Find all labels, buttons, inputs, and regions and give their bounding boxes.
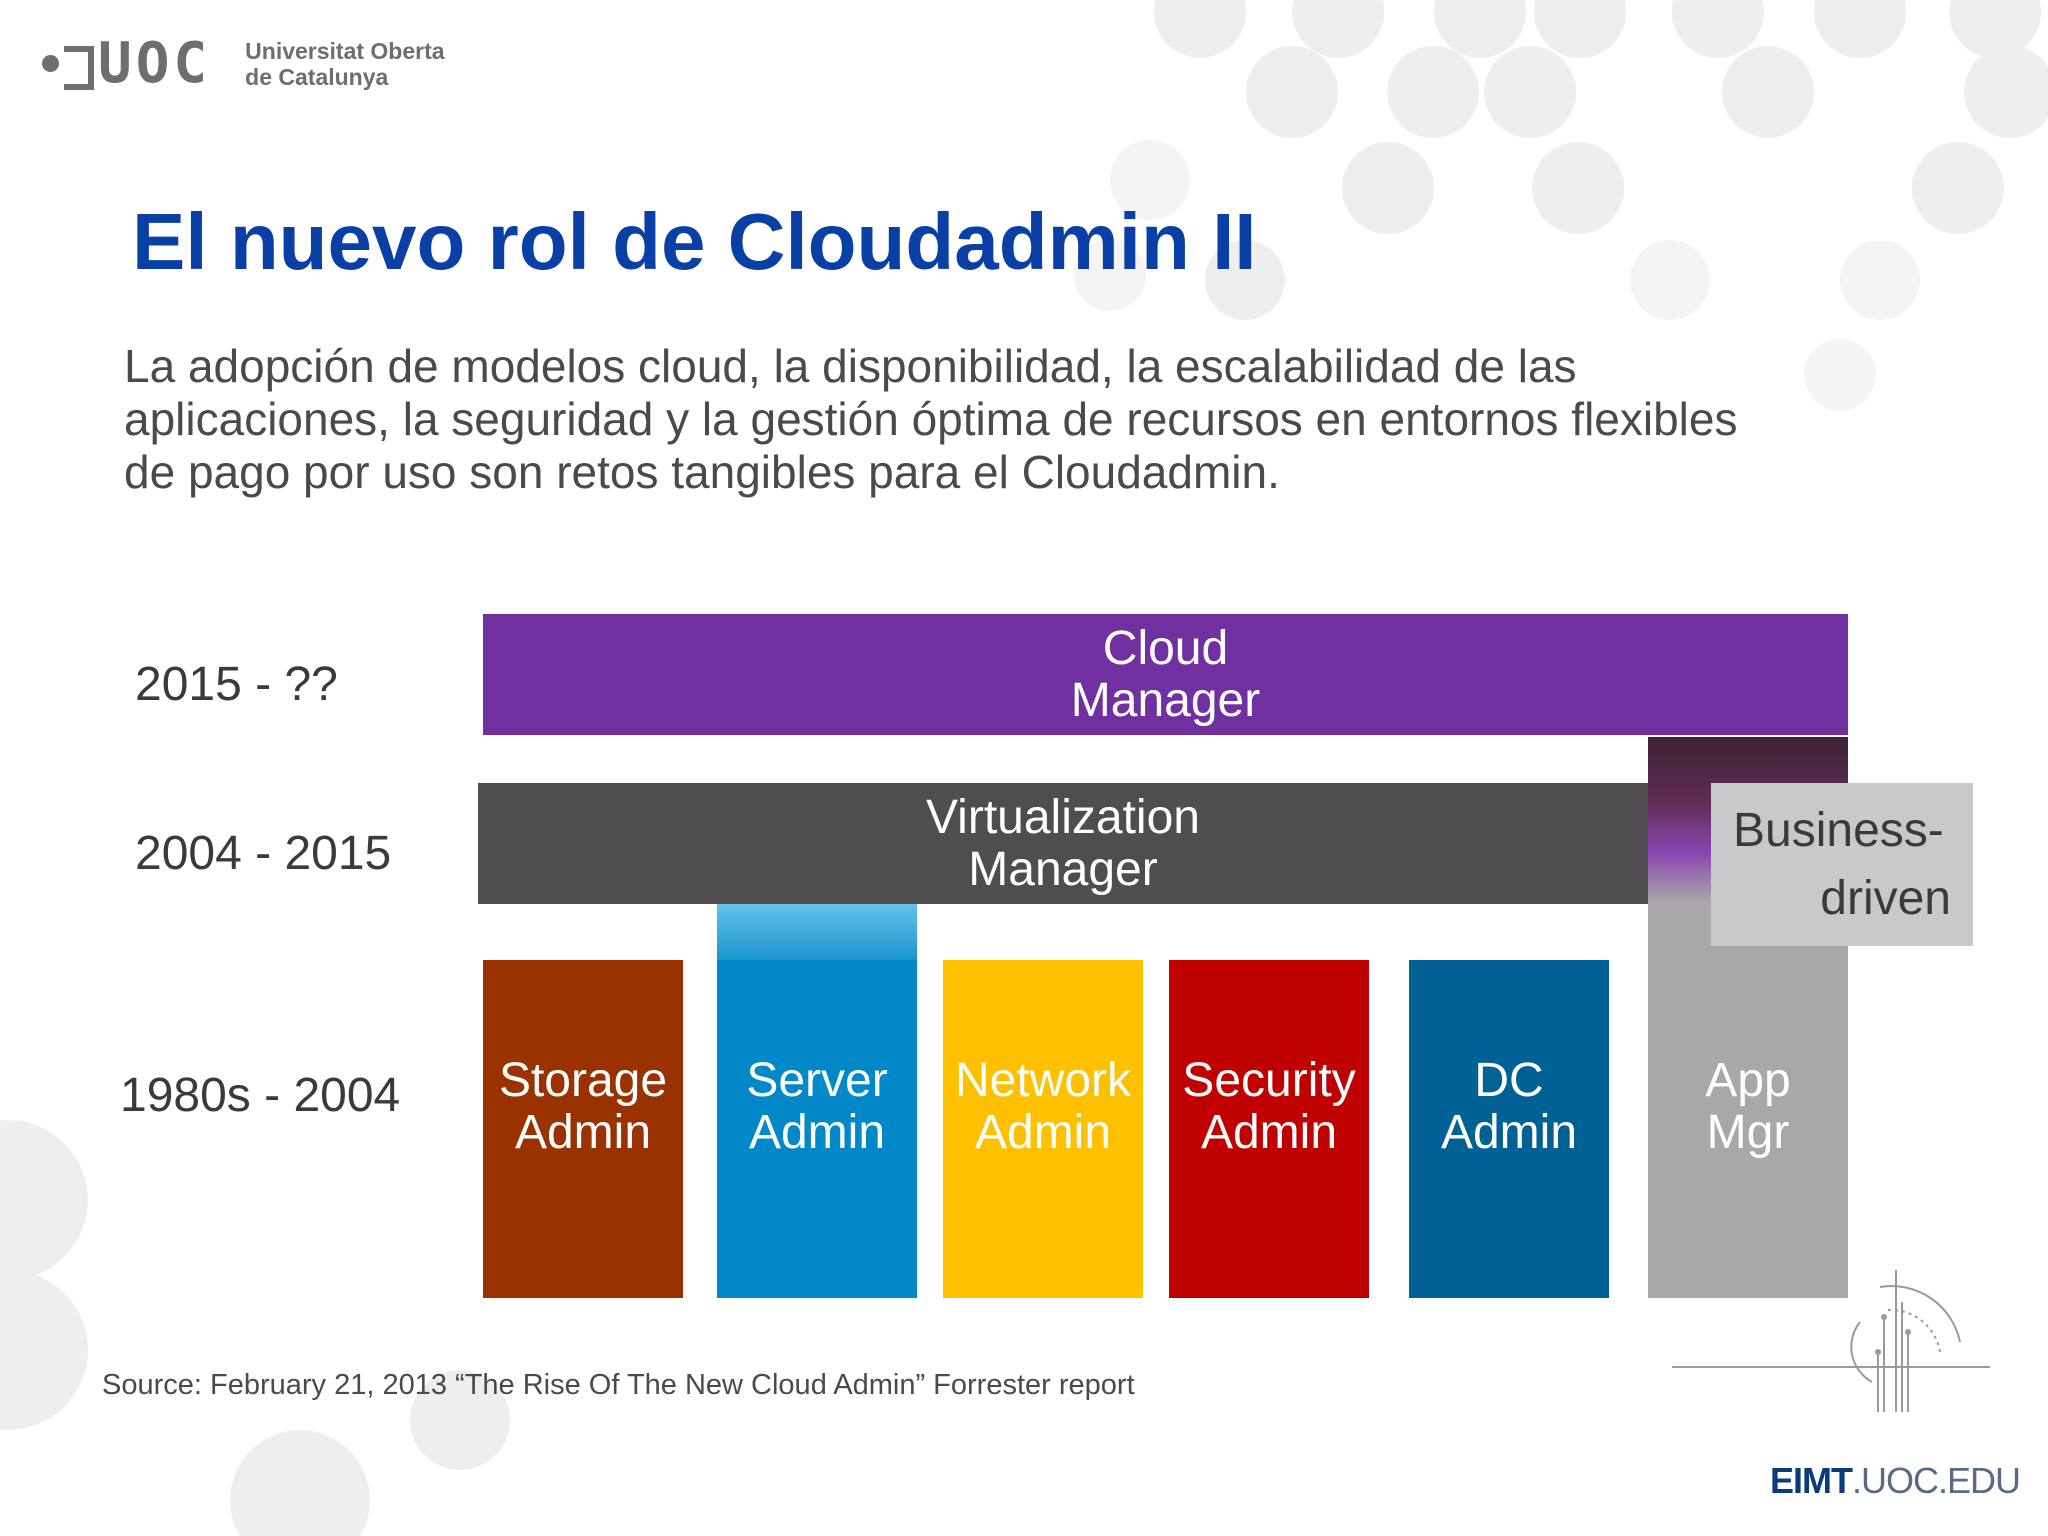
dc-admin-label-line1: DC xyxy=(1474,1054,1544,1107)
era-label-2015: 2015 - ?? xyxy=(135,658,338,711)
footer-domain: .UOC.EDU xyxy=(1852,1460,2021,1501)
security-admin-label-line1: Security xyxy=(1182,1054,1356,1107)
network-admin-box: Network Admin xyxy=(943,960,1143,1298)
uoc-logo-mark-icon xyxy=(42,42,94,90)
server-admin-label-line1: Server xyxy=(746,1054,888,1107)
virtualization-manager-bar: Virtualization Manager xyxy=(478,783,1648,904)
dc-admin-box: DC Admin xyxy=(1409,960,1609,1298)
virtualization-manager-label-line1: Virtualization xyxy=(926,790,1200,844)
storage-admin-label-line1: Storage xyxy=(498,1054,668,1107)
footer-eimt-url: EIMT.UOC.EDU xyxy=(1770,1460,2021,1502)
app-mgr-label-line2: Mgr xyxy=(1706,1106,1790,1159)
security-admin-box: Security Admin xyxy=(1169,960,1369,1298)
server-admin-box: Server Admin xyxy=(717,960,917,1298)
storage-admin-box: Storage Admin xyxy=(483,960,683,1298)
source-citation: Source: February 21, 2013 “The Rise Of T… xyxy=(102,1369,1135,1401)
era-label-2004: 2004 - 2015 xyxy=(135,827,392,880)
footer-eimt: EIMT xyxy=(1770,1460,1853,1501)
business-driven-box: Business- driven xyxy=(1711,783,1973,946)
storage-admin-label-line2: Admin xyxy=(514,1106,652,1159)
university-name-line2: de Catalunya xyxy=(245,64,389,90)
era-label-1980s: 1980s - 2004 xyxy=(120,1069,401,1122)
university-name: Universitat Oberta de Catalunya xyxy=(245,38,444,90)
uoc-logo-wordmark: UOC xyxy=(98,31,212,96)
business-driven-label-line1: Business- xyxy=(1733,803,1944,857)
decorative-lines-graphic xyxy=(1672,1270,1990,1412)
intro-line-3: de pago por uso son retos tangibles para… xyxy=(124,446,1280,498)
network-admin-label-line2: Admin xyxy=(974,1106,1112,1159)
uoc-logo: UOC Universitat Oberta de Catalunya xyxy=(42,36,445,92)
cloud-manager-label-line2: Manager xyxy=(1070,673,1261,727)
intro-line-2: aplicaciones, la seguridad y la gestión … xyxy=(124,393,1738,445)
security-admin-label-line2: Admin xyxy=(1200,1106,1338,1159)
cloud-manager-label-line1: Cloud xyxy=(1102,621,1229,675)
intro-line-1: La adopción de modelos cloud, la disponi… xyxy=(124,340,1577,392)
app-mgr-label-line1: App xyxy=(1705,1054,1791,1107)
virtualization-manager-label-line2: Manager xyxy=(968,842,1158,896)
intro-paragraph: La adopción de modelos cloud, la disponi… xyxy=(124,340,1984,499)
business-driven-label-line2: driven xyxy=(1820,871,1951,925)
network-admin-label-line1: Network xyxy=(954,1054,1132,1107)
app-mgr-box: App Mgr xyxy=(1648,960,1848,1298)
server-admin-label-line2: Admin xyxy=(748,1106,886,1159)
university-name-line1: Universitat Oberta xyxy=(245,38,445,64)
dc-admin-label-line2: Admin xyxy=(1440,1106,1578,1159)
server-admin-extension xyxy=(717,904,917,960)
cloud-manager-bar: Cloud Manager xyxy=(483,614,1848,735)
slide-title: El nuevo rol de Cloudadmin II xyxy=(132,197,1257,286)
